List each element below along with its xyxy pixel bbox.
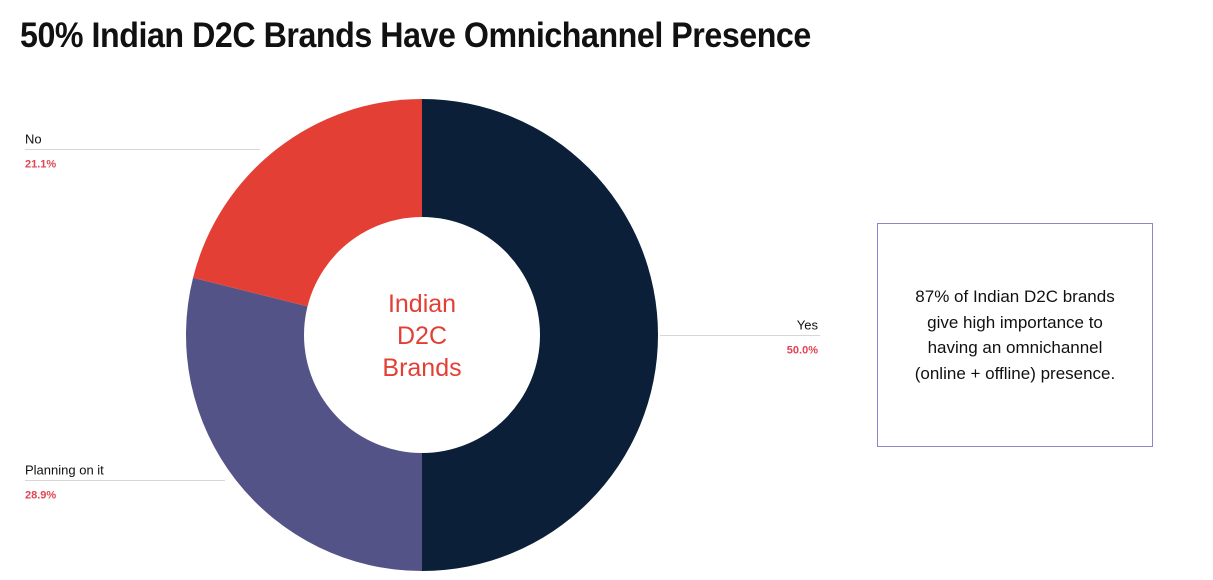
slice-label-no: No (25, 132, 42, 147)
donut-hole (304, 217, 540, 453)
center-label-line: D2C (397, 322, 447, 350)
slice-label-yes: Yes (797, 318, 819, 333)
chart-title: 50% Indian D2C Brands Have Omnichannel P… (20, 16, 811, 55)
callout-text: 87% of Indian D2C brands give high impor… (914, 287, 1116, 383)
slice-value-no: 21.1% (25, 159, 56, 171)
slice-label-planning-on-it: Planning on it (25, 463, 104, 478)
slice-value-yes: 50.0% (787, 345, 818, 357)
labels-layer: Yes 50.0% Planning on it 28.9% No 21.1% (25, 132, 818, 502)
center-label-line: Brands (382, 354, 461, 382)
center-label-line: Indian (388, 290, 456, 318)
leader-lines-layer (25, 149, 820, 481)
slice-value-planning-on-it: 28.9% (25, 490, 56, 502)
callout-box: 87% of Indian D2C brands give high impor… (877, 223, 1153, 447)
center-label: Indian D2C Brands (382, 290, 461, 382)
